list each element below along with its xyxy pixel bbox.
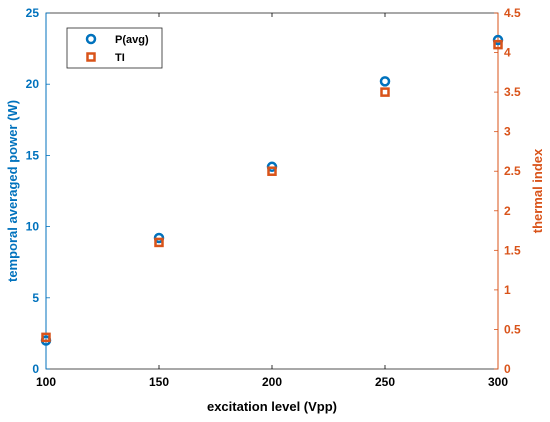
- y-right-tick-label: 4: [504, 46, 511, 60]
- data-point-p-avg: [379, 76, 391, 87]
- x-axis-label: excitation level (Vpp): [207, 399, 337, 414]
- y-right-tick-label: 3.5: [504, 85, 521, 99]
- y-left-axis-label: temporal averaged power (W): [5, 100, 20, 282]
- data-point-ti: [380, 87, 390, 97]
- y-right-tick-label: 1: [504, 283, 511, 297]
- y-left-tick-label: 25: [26, 6, 40, 20]
- y-left-tick-label: 5: [32, 291, 39, 305]
- data-series: [40, 34, 504, 346]
- x-tick-label: 250: [375, 375, 395, 389]
- y-left-axis-ticks: 0 5 10 15 20 25: [26, 6, 50, 376]
- data-point-ti: [493, 39, 503, 50]
- y-right-tick-label: 1.5: [504, 243, 521, 257]
- x-tick-label: 300: [488, 375, 508, 389]
- legend: P(avg) TI: [66, 27, 163, 69]
- plot-area: [45, 12, 499, 370]
- y-right-axis-ticks: 0 0.5 1 1.5 2 2.5 3 3.5 4 4.5: [494, 6, 521, 376]
- y-right-tick-label: 4.5: [504, 6, 521, 20]
- data-point-ti: [154, 237, 164, 248]
- y-left-tick-label: 20: [26, 77, 40, 91]
- y-right-tick-label: 3: [504, 125, 511, 139]
- y-right-tick-label: 2.5: [504, 164, 521, 178]
- y-right-tick-label: 2: [504, 204, 511, 218]
- x-axis-ticks: 100 150 200 250 300: [36, 13, 508, 389]
- x-tick-label: 200: [262, 375, 282, 389]
- y-left-tick-label: 10: [26, 220, 40, 234]
- legend-marker-square: [86, 52, 96, 62]
- x-tick-label: 150: [149, 375, 169, 389]
- legend-label: P(avg): [115, 34, 149, 46]
- y-right-tick-label: 0.5: [504, 322, 521, 336]
- y-right-axis-label: thermal index: [530, 148, 545, 233]
- legend-label: TI: [115, 52, 125, 64]
- legend-box: [66, 27, 163, 69]
- y-right-tick-label: 0: [504, 362, 511, 376]
- data-point-ti: [267, 166, 277, 176]
- y-left-tick-label: 0: [32, 362, 39, 376]
- x-tick-label: 100: [36, 375, 56, 389]
- y-left-tick-label: 15: [26, 148, 40, 162]
- legend-marker-circle: [85, 33, 97, 45]
- data-point-ti: [41, 332, 51, 343]
